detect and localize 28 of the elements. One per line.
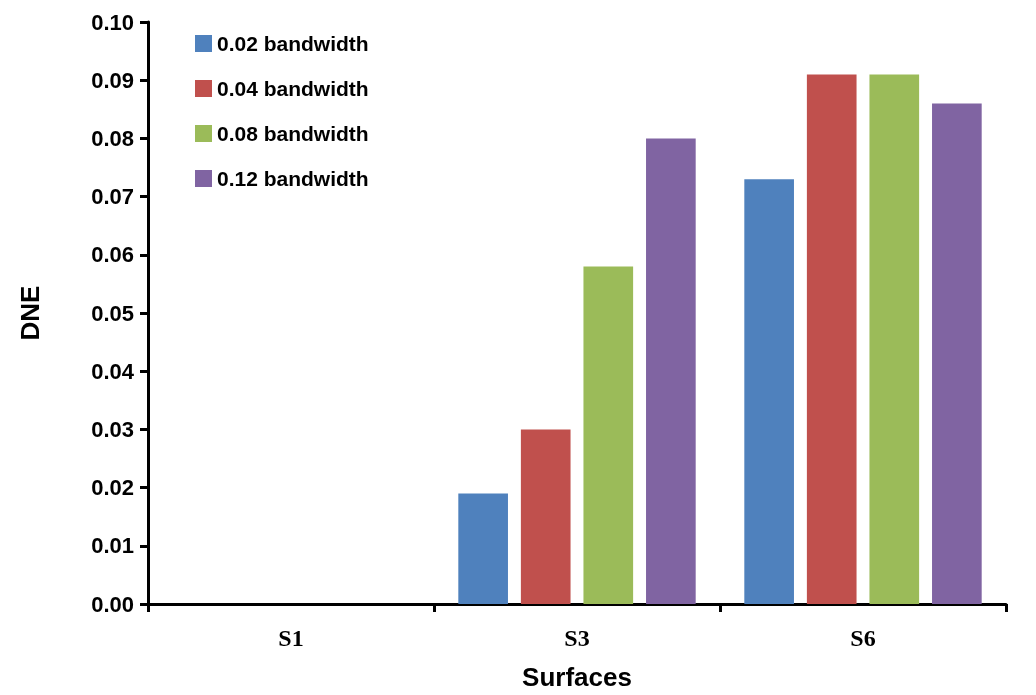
legend-label: 0.08 bandwidth [217, 122, 369, 145]
bar [583, 266, 634, 604]
y-axis-title: DNE [15, 285, 45, 341]
bar [806, 74, 857, 604]
y-tick-label: 0.00 [91, 591, 134, 617]
x-tick-label: S1 [278, 625, 304, 651]
y-tick-label: 0.09 [91, 67, 134, 93]
y-tick-label: 0.10 [91, 9, 134, 35]
bar [520, 429, 571, 604]
y-tick-label: 0.02 [91, 475, 134, 501]
y-tick-label: 0.07 [91, 184, 134, 210]
y-tick-label: 0.08 [91, 125, 134, 151]
legend-label: 0.04 bandwidth [217, 77, 369, 100]
bar [869, 74, 920, 604]
bar [744, 179, 794, 604]
legend-label: 0.12 bandwidth [217, 167, 369, 190]
x-tick-label: S6 [850, 625, 876, 651]
y-tick-label: 0.01 [91, 533, 134, 559]
y-tick-label: 0.06 [91, 242, 134, 268]
y-tick-label: 0.03 [91, 416, 134, 442]
bar [932, 103, 982, 604]
y-tick-label: 0.04 [91, 358, 135, 384]
x-tick-label: S3 [564, 625, 590, 651]
y-tick-label: 0.05 [91, 300, 134, 326]
bar [646, 138, 696, 604]
legend-label: 0.02 bandwidth [217, 32, 369, 55]
x-axis-title: Surfaces [522, 662, 632, 692]
bar [458, 493, 508, 604]
